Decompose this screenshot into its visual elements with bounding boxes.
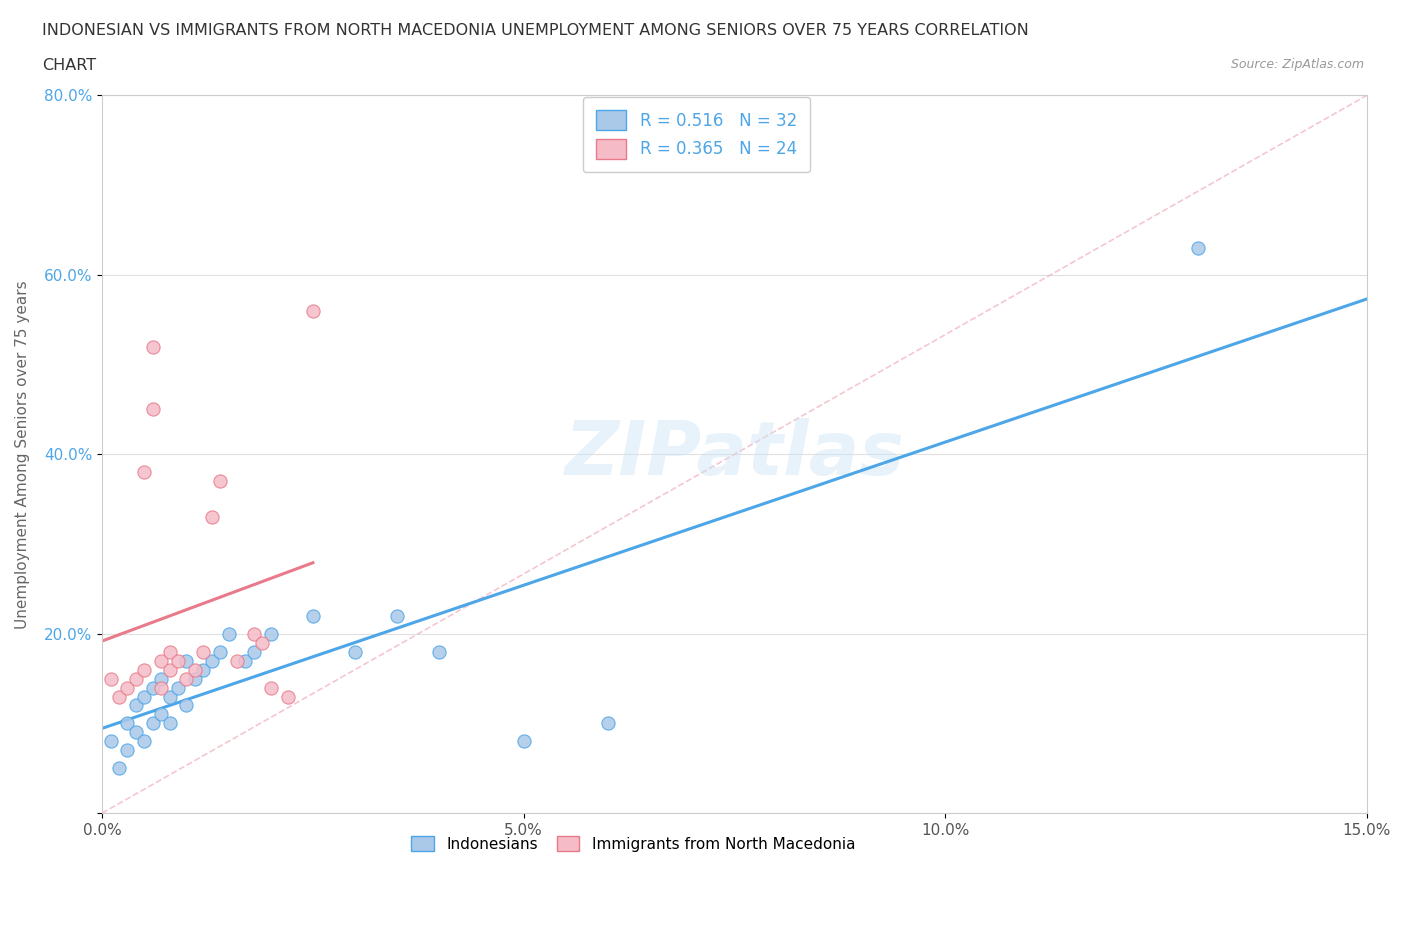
Point: [193, 644, 215, 659]
Point: [134, 734, 156, 749]
Point: [387, 608, 409, 623]
Point: [150, 671, 173, 686]
Point: [596, 716, 619, 731]
Point: [1187, 241, 1209, 256]
Point: [302, 608, 325, 623]
Point: [243, 626, 266, 641]
Point: [150, 707, 173, 722]
Point: [176, 698, 198, 713]
Point: [277, 689, 299, 704]
Point: [176, 653, 198, 668]
Point: [159, 716, 181, 731]
Point: [427, 644, 450, 659]
Text: INDONESIAN VS IMMIGRANTS FROM NORTH MACEDONIA UNEMPLOYMENT AMONG SENIORS OVER 75: INDONESIAN VS IMMIGRANTS FROM NORTH MACE…: [42, 23, 1029, 38]
Point: [176, 671, 198, 686]
Point: [167, 653, 190, 668]
Point: [184, 671, 207, 686]
Point: [117, 743, 139, 758]
Text: CHART: CHART: [42, 58, 96, 73]
Point: [100, 671, 122, 686]
Point: [159, 644, 181, 659]
Point: [142, 339, 165, 354]
Point: [344, 644, 367, 659]
Point: [218, 626, 240, 641]
Point: [142, 402, 165, 417]
Point: [142, 716, 165, 731]
Point: [512, 734, 534, 749]
Point: [252, 635, 274, 650]
Point: [201, 653, 224, 668]
Point: [184, 662, 207, 677]
Point: [209, 644, 232, 659]
Point: [125, 671, 148, 686]
Point: [159, 689, 181, 704]
Point: [159, 662, 181, 677]
Point: [150, 680, 173, 695]
Point: [235, 653, 257, 668]
Point: [117, 716, 139, 731]
Point: [117, 680, 139, 695]
Point: [260, 680, 283, 695]
Point: [150, 653, 173, 668]
Text: Source: ZipAtlas.com: Source: ZipAtlas.com: [1230, 58, 1364, 71]
Point: [201, 510, 224, 525]
Point: [209, 473, 232, 488]
Point: [108, 689, 131, 704]
Legend: Indonesians, Immigrants from North Macedonia: Indonesians, Immigrants from North Maced…: [404, 828, 863, 859]
Point: [302, 303, 325, 318]
Point: [134, 465, 156, 480]
Text: ZIPatlas: ZIPatlas: [564, 418, 904, 491]
Point: [226, 653, 249, 668]
Y-axis label: Unemployment Among Seniors over 75 years: Unemployment Among Seniors over 75 years: [15, 280, 30, 629]
Point: [167, 680, 190, 695]
Point: [134, 689, 156, 704]
Point: [108, 761, 131, 776]
Point: [193, 662, 215, 677]
Point: [125, 725, 148, 740]
Point: [243, 644, 266, 659]
Point: [125, 698, 148, 713]
Point: [142, 680, 165, 695]
Point: [134, 662, 156, 677]
Point: [260, 626, 283, 641]
Point: [100, 734, 122, 749]
